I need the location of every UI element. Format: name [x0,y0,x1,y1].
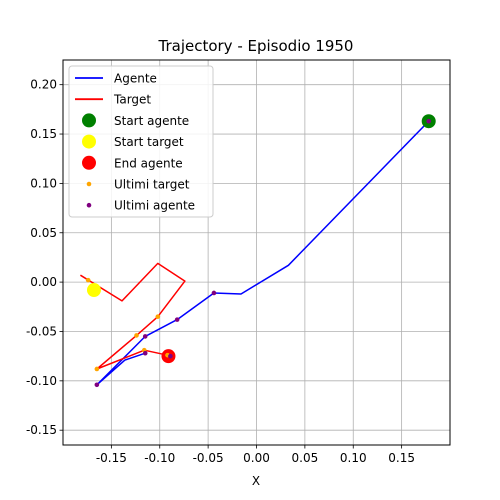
ultimi-agente-point [142,334,148,339]
grid [63,60,450,445]
ultimi-target-point [155,314,161,319]
ultimi-agente-point [94,382,100,388]
ultimi-target-point [94,366,100,372]
legend-label-start-target: Start target [114,135,184,149]
x-tick-label: -0.10 [144,451,175,465]
y-tick-label: 0.05 [30,226,57,240]
legend-label-ultimi-agente: Ultimi agente [114,199,195,213]
legend-label-target: Target [113,93,151,107]
x-axis: -0.15 -0.10 -0.05 0.00 0.05 0.10 0.15 [96,445,415,465]
ultimi-agente-point [174,317,180,322]
y-axis: -0.15 -0.10 -0.05 0.00 0.05 0.10 0.15 0.20 [26,78,63,437]
y-tick-label: -0.05 [26,324,57,338]
x-tick-label: -0.15 [96,451,127,465]
y-tick-label: 0.20 [30,78,57,92]
y-tick-label: -0.15 [26,423,57,437]
y-tick-label: 0.15 [30,127,57,141]
ultimi-target-point [134,333,139,338]
ultimi-agente-point [168,353,173,359]
x-tick-label: 0.10 [340,451,367,465]
x-tick-label: 0.05 [292,451,319,465]
target-line [80,262,186,370]
x-axis-label: X [252,474,260,488]
legend-swatch-end-agente [82,155,96,170]
ultimi-agente-point [426,118,432,124]
y-tick-label: 0.00 [30,275,57,289]
x-tick-label: 0.00 [243,451,270,465]
plot-area [80,114,436,388]
legend-label-agente: Agente [114,72,157,86]
legend: Agente Target Start agente Start target End … [68,65,214,218]
x-tick-label: -0.05 [193,451,224,465]
legend-label-ultimi-target: Ultimi target [114,178,190,192]
start-target-point [86,283,101,298]
legend-box [68,65,214,218]
legend-swatch-start-target [82,134,96,149]
chart-title: Trajectory - Episodio 1950 [158,37,354,55]
legend-label-end-agente: End agente [114,156,183,170]
ultimi-agente-point [211,290,217,296]
legend-swatch-ultimi-target [86,181,92,187]
legend-swatch-ultimi-agente [86,202,92,208]
legend-label-start-agente: Start agente [114,114,189,128]
y-tick-label: 0.10 [30,176,57,190]
x-tick-label: 0.15 [388,451,415,465]
y-tick-label: -0.10 [26,374,57,388]
ultimi-target-point [85,277,91,283]
legend-swatch-start-agente [82,113,96,128]
ultimi-agente-point [142,350,148,356]
